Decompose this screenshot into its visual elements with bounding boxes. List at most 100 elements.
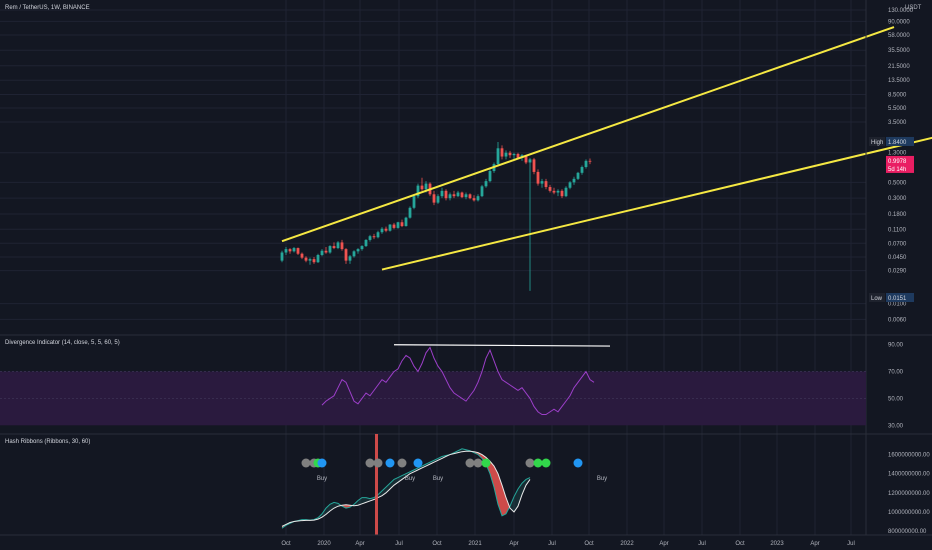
- candle-body[interactable]: [372, 236, 376, 238]
- candle-body[interactable]: [524, 155, 528, 163]
- candle-body[interactable]: [312, 259, 316, 263]
- candle-body[interactable]: [508, 152, 512, 156]
- candle-body[interactable]: [396, 222, 400, 228]
- time-axis[interactable]: Oct 2020 Apr Jul Oct 2021 Apr Jul Oct 2022 Apr Jul O…: [281, 541, 855, 547]
- candle-body[interactable]: [320, 250, 324, 255]
- candle-body[interactable]: [460, 192, 464, 198]
- candlestick-series[interactable]: [280, 141, 592, 291]
- candle-body[interactable]: [432, 194, 436, 203]
- candle-body[interactable]: [456, 192, 460, 197]
- signal-dot[interactable]: [373, 458, 383, 468]
- candle-body[interactable]: [528, 159, 532, 163]
- candle-body[interactable]: [484, 181, 488, 187]
- candle-body[interactable]: [392, 224, 396, 228]
- candle-body[interactable]: [476, 196, 480, 201]
- candle-body[interactable]: [536, 171, 540, 184]
- candle-body[interactable]: [352, 251, 356, 257]
- candle-body[interactable]: [464, 194, 468, 198]
- divergence-indicator[interactable]: 90.00 70.00 50.00 30.00: [0, 343, 904, 430]
- candle-body[interactable]: [288, 249, 292, 252]
- candle-body[interactable]: [452, 194, 456, 197]
- candle-body[interactable]: [588, 160, 592, 162]
- candle-body[interactable]: [332, 246, 336, 249]
- candle-body[interactable]: [388, 224, 392, 231]
- candle-body[interactable]: [512, 153, 516, 156]
- candle-body[interactable]: [364, 239, 368, 247]
- candle-body[interactable]: [376, 232, 380, 238]
- candle-body[interactable]: [308, 259, 312, 261]
- candle-body[interactable]: [584, 160, 588, 168]
- candle-body[interactable]: [404, 217, 408, 227]
- candle-body[interactable]: [500, 148, 504, 157]
- signal-dot[interactable]: [465, 458, 475, 468]
- signal-dot[interactable]: [533, 458, 543, 468]
- upper-trendline[interactable]: [281, 26, 895, 243]
- signal-dot[interactable]: [525, 458, 535, 468]
- candle-body[interactable]: [380, 228, 384, 233]
- candle-body[interactable]: [408, 207, 412, 218]
- candle-body[interactable]: [488, 171, 492, 182]
- candle-body[interactable]: [564, 187, 568, 197]
- signal-dot[interactable]: [573, 458, 583, 468]
- candle-body[interactable]: [548, 187, 552, 191]
- hash-ribbons[interactable]: 1600000000.00 1400000000.00 1200000000.00 1…: [281, 434, 930, 535]
- candle-body[interactable]: [504, 152, 508, 157]
- candle-body[interactable]: [324, 250, 328, 253]
- signal-dot[interactable]: [317, 458, 327, 468]
- candle-body[interactable]: [480, 186, 484, 197]
- candle-body[interactable]: [296, 248, 300, 254]
- candle-body[interactable]: [544, 181, 548, 188]
- candle-body[interactable]: [360, 246, 364, 250]
- candle-body[interactable]: [472, 198, 476, 201]
- signal-dot[interactable]: [301, 458, 311, 468]
- signal-dot[interactable]: [473, 458, 483, 468]
- candle-body[interactable]: [368, 236, 372, 240]
- candle-body[interactable]: [556, 190, 560, 193]
- candle-body[interactable]: [292, 248, 296, 252]
- candle-body[interactable]: [344, 249, 348, 261]
- candle-body[interactable]: [468, 194, 472, 199]
- candle-body[interactable]: [412, 196, 416, 208]
- candle-body[interactable]: [436, 196, 440, 203]
- rsi-line[interactable]: [321, 346, 595, 416]
- candle-body[interactable]: [304, 257, 308, 261]
- candle-body[interactable]: [420, 185, 424, 190]
- candle-body[interactable]: [552, 190, 556, 193]
- signal-dot[interactable]: [397, 458, 407, 468]
- candle-body[interactable]: [580, 167, 584, 173]
- candle-body[interactable]: [576, 172, 580, 179]
- candle-body[interactable]: [340, 242, 344, 250]
- candle-body[interactable]: [572, 178, 576, 183]
- signal-dot[interactable]: [413, 458, 423, 468]
- signal-dot[interactable]: [365, 458, 375, 468]
- signal-dot[interactable]: [481, 458, 491, 468]
- candle-body[interactable]: [348, 256, 352, 261]
- ribbon-fast-line[interactable]: [281, 448, 531, 529]
- candle-body[interactable]: [280, 252, 284, 261]
- candle-body[interactable]: [356, 249, 360, 252]
- candle-body[interactable]: [516, 153, 520, 158]
- candle-body[interactable]: [336, 242, 340, 249]
- candle-body[interactable]: [568, 182, 572, 188]
- candle-body[interactable]: [300, 253, 304, 258]
- candle-body[interactable]: [424, 183, 428, 190]
- candle-body[interactable]: [440, 190, 444, 197]
- lower-trendline[interactable]: [381, 136, 932, 271]
- candle-body[interactable]: [384, 228, 388, 231]
- candle-body[interactable]: [540, 181, 544, 184]
- candle-body[interactable]: [416, 185, 420, 197]
- candle-body[interactable]: [328, 246, 332, 253]
- signal-dot[interactable]: [385, 458, 395, 468]
- candle-body[interactable]: [316, 254, 320, 263]
- trendlines[interactable]: [281, 26, 932, 271]
- candle-body[interactable]: [400, 222, 404, 227]
- candle-body[interactable]: [284, 249, 288, 253]
- candle-body[interactable]: [444, 190, 448, 199]
- divergence-line[interactable]: [393, 344, 611, 347]
- candle-body[interactable]: [560, 190, 564, 197]
- signal-dot[interactable]: [541, 458, 551, 468]
- candle-body[interactable]: [448, 194, 452, 199]
- candle-body[interactable]: [496, 148, 500, 165]
- price-axis[interactable]: 130.0000 90.0000 58.0000 35.5000 21.5000 13.5…: [888, 8, 914, 323]
